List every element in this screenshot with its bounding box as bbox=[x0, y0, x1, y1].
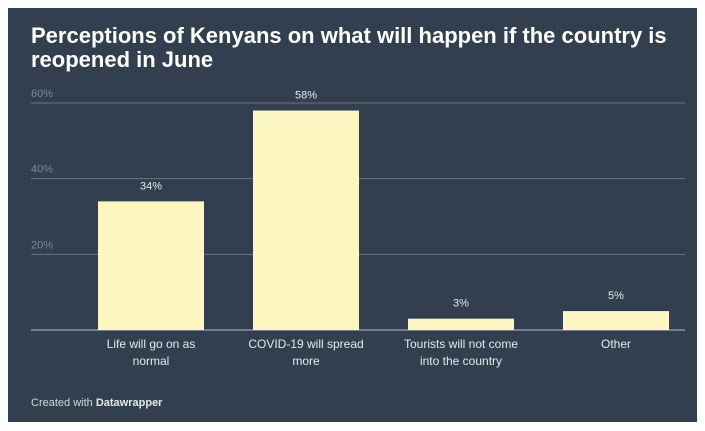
category-label-line: Life will go on as bbox=[107, 337, 196, 351]
value-label: 58% bbox=[295, 90, 317, 102]
y-tick-label: 20% bbox=[31, 239, 53, 251]
value-label: 34% bbox=[140, 180, 162, 192]
category-label-line: Other bbox=[601, 337, 631, 351]
bar bbox=[563, 311, 669, 330]
category-label: COVID-19 will spread more bbox=[248, 337, 363, 368]
footer-brand[interactable]: Datawrapper bbox=[95, 397, 163, 409]
bar bbox=[253, 110, 359, 330]
chart-title: Perceptions of Kenyans on what will happ… bbox=[31, 23, 667, 72]
bar bbox=[408, 318, 514, 330]
value-label: 3% bbox=[453, 298, 469, 310]
bar-chart: 20% 40% 60% 34% Life will go on as normal 58% C… bbox=[31, 88, 685, 368]
y-tick-label: 60% bbox=[31, 88, 53, 100]
category-label: Tourists will not come into the country bbox=[404, 337, 518, 368]
footer-credit: Created with Datawrapper bbox=[31, 397, 162, 409]
category-label-line: normal bbox=[133, 354, 170, 368]
category-label: Other bbox=[601, 337, 631, 351]
category-label-line: into the country bbox=[420, 354, 502, 368]
category-label-line: Tourists will not come bbox=[404, 337, 518, 351]
category-label-line: more bbox=[292, 354, 320, 368]
bar bbox=[98, 201, 204, 330]
category-label-line: COVID-19 will spread bbox=[248, 337, 363, 351]
y-tick-label: 40% bbox=[31, 164, 53, 176]
value-label: 5% bbox=[608, 290, 624, 302]
footer-prefix: Created with bbox=[31, 397, 93, 409]
category-label: Life will go on as normal bbox=[107, 337, 196, 368]
chart-card: Perceptions of Kenyans on what will happ… bbox=[8, 8, 697, 422]
